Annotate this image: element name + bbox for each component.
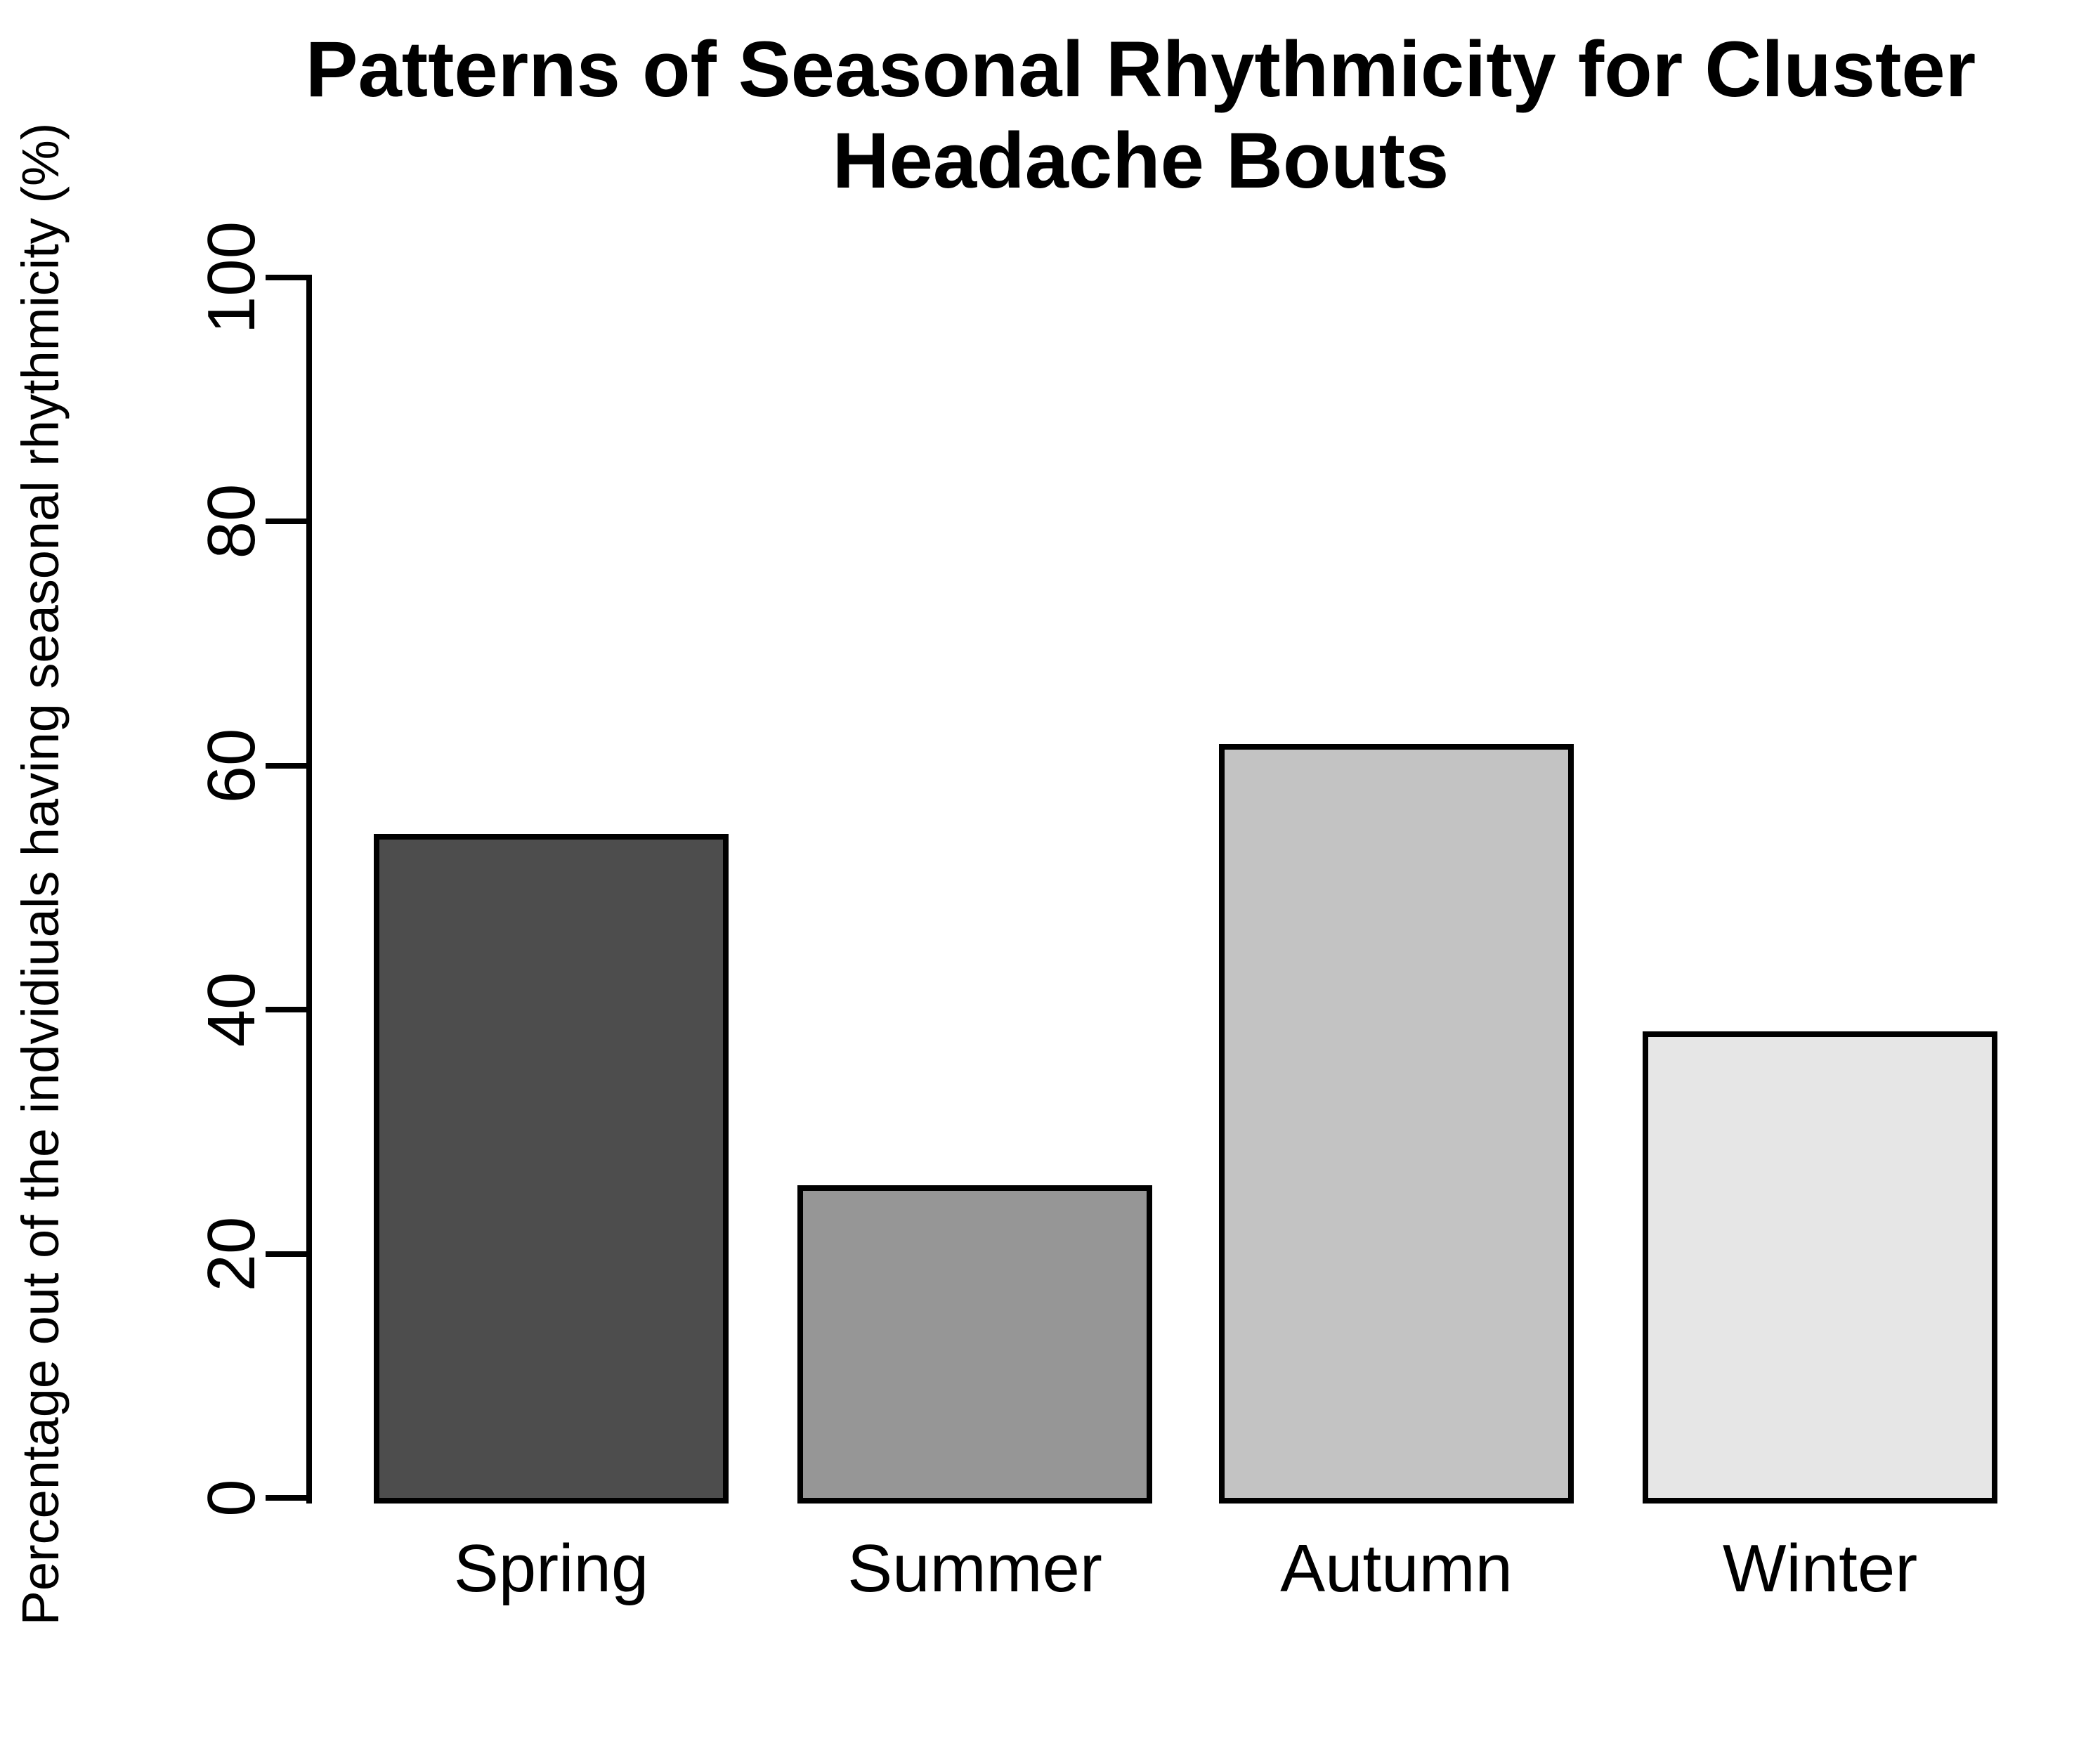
x-label-autumn: Autumn bbox=[1280, 1531, 1513, 1606]
y-tick-label-40: 40 bbox=[194, 972, 269, 1048]
y-tick-label-0: 0 bbox=[194, 1479, 269, 1517]
chart-title-line-2: Headache Bouts bbox=[832, 116, 1449, 204]
y-tick-mark-40 bbox=[266, 1007, 309, 1013]
y-tick-label-100: 100 bbox=[194, 221, 269, 334]
chart-title: Patterns of Seasonal Rhythmicity for Clu… bbox=[0, 24, 2100, 207]
y-axis-line bbox=[306, 275, 312, 1504]
x-label-winter: Winter bbox=[1722, 1531, 1918, 1606]
y-tick-mark-80 bbox=[266, 518, 309, 525]
y-tick-label-60: 60 bbox=[194, 728, 269, 804]
x-label-summer: Summer bbox=[847, 1531, 1102, 1606]
chart-title-line-1: Patterns of Seasonal Rhythmicity for Clu… bbox=[305, 25, 1976, 113]
bar-autumn bbox=[1219, 743, 1574, 1504]
bar-winter bbox=[1643, 1031, 1997, 1504]
bar-summer bbox=[797, 1185, 1152, 1504]
y-tick-mark-20 bbox=[266, 1251, 309, 1257]
y-tick-mark-100 bbox=[266, 275, 309, 280]
y-tick-label-20: 20 bbox=[194, 1216, 269, 1291]
y-tick-mark-60 bbox=[266, 762, 309, 769]
y-tick-label-80: 80 bbox=[194, 484, 269, 559]
y-tick-mark-0 bbox=[266, 1495, 309, 1501]
bar-spring bbox=[374, 834, 729, 1504]
x-label-spring: Spring bbox=[453, 1531, 649, 1606]
y-axis-label: Percentage out of the indvidiuals having… bbox=[11, 122, 70, 1626]
